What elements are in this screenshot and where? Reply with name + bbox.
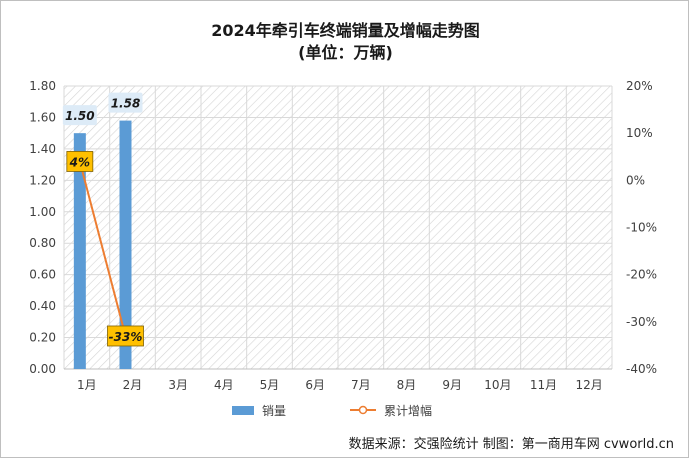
legend-line-marker xyxy=(358,405,368,415)
y-left-tick-label: 1.80 xyxy=(29,79,56,93)
y-right-tick-label: -10% xyxy=(626,221,657,235)
y-left-tick-label: 1.60 xyxy=(29,110,56,124)
growth-label-box xyxy=(107,325,144,347)
x-tick-label: 8月 xyxy=(397,378,417,392)
source-note: 数据来源：交强险统计 制图：第一商用车网 cvworld.cn xyxy=(348,437,674,452)
x-tick-label: 7月 xyxy=(351,378,371,392)
bar-data-label: 1.50 xyxy=(65,109,95,123)
y-left-tick-label: 0.80 xyxy=(29,236,56,250)
x-tick-label: 3月 xyxy=(168,378,188,392)
legend-bar-swatch xyxy=(232,406,254,415)
bar-label-box xyxy=(108,92,143,113)
x-tick-label: 9月 xyxy=(442,378,462,392)
y-left-tick-label: 0.40 xyxy=(29,299,56,313)
y-left-tick-label: 1.20 xyxy=(29,173,56,187)
chart-subtitle: (单位：万辆) xyxy=(298,43,393,62)
x-tick-label: 2月 xyxy=(123,378,143,392)
bar-data-label: 1.58 xyxy=(111,97,141,111)
bar xyxy=(73,133,86,369)
y-left-tick-label: 1.40 xyxy=(29,142,56,156)
y-right-tick-label: 0% xyxy=(626,173,645,187)
y-right-tick-label: -20% xyxy=(626,268,657,282)
x-tick-label: 5月 xyxy=(260,378,280,392)
y-right-tick-label: -40% xyxy=(626,362,657,376)
y-left-tick-label: 0.60 xyxy=(29,268,56,282)
y-left-tick-label: 0.20 xyxy=(29,331,56,345)
x-tick-label: 1月 xyxy=(77,378,97,392)
y-left-tick-label: 1.00 xyxy=(29,205,56,219)
chart-title: 2024年牵引车终端销量及增幅走势图 xyxy=(211,21,480,40)
bar xyxy=(119,120,132,369)
growth-line xyxy=(78,161,127,337)
x-tick-label: 12月 xyxy=(576,378,603,392)
growth-data-label: -33% xyxy=(109,330,143,344)
x-tick-label: 4月 xyxy=(214,378,234,392)
growth-label-box xyxy=(66,151,94,172)
legend-line-label: 累计增幅 xyxy=(384,403,432,418)
y-right-tick-label: -30% xyxy=(626,315,657,329)
bar-label-box xyxy=(62,105,97,126)
growth-data-label: 4% xyxy=(69,155,90,169)
x-tick-label: 11月 xyxy=(530,378,557,392)
legend-bar-label: 销量 xyxy=(262,404,286,418)
y-right-tick-label: 10% xyxy=(626,126,653,140)
y-right-tick-label: 20% xyxy=(626,79,653,93)
x-tick-label: 10月 xyxy=(484,378,511,392)
x-tick-label: 6月 xyxy=(305,378,325,392)
y-left-tick-label: 0.00 xyxy=(29,362,56,376)
